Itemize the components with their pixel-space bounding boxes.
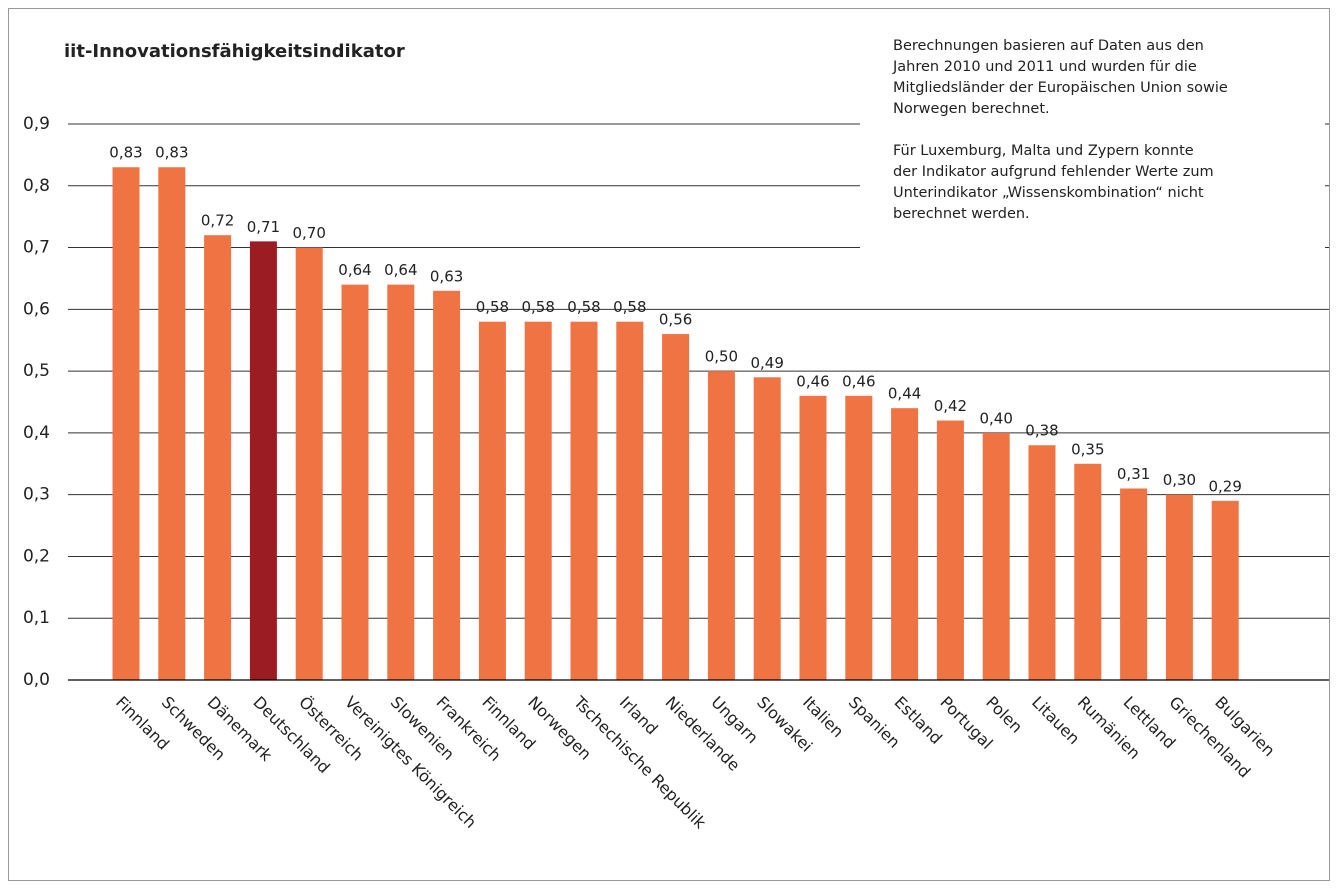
value-label: 0,35 bbox=[1071, 440, 1104, 458]
y-tick-label: 0,1 bbox=[23, 608, 50, 628]
bar bbox=[295, 247, 323, 681]
chart-title: iit-Innovationsfähigkeitsindikator bbox=[64, 41, 405, 62]
value-label: 0,63 bbox=[430, 267, 463, 285]
value-label: 0,30 bbox=[1163, 471, 1196, 489]
bar bbox=[1211, 500, 1239, 680]
value-label: 0,31 bbox=[1117, 465, 1150, 483]
y-tick-label: 0,0 bbox=[23, 670, 50, 690]
bar bbox=[158, 167, 186, 680]
note-text: berechnet werden. bbox=[893, 206, 1030, 222]
value-label: 0,71 bbox=[247, 218, 280, 236]
note-text: Mitgliedsländer der Europäischen Union s… bbox=[893, 80, 1228, 96]
bar bbox=[112, 167, 140, 680]
y-tick-label: 0,9 bbox=[23, 114, 50, 134]
bar bbox=[524, 321, 552, 680]
bar bbox=[204, 235, 232, 680]
bar bbox=[249, 241, 277, 680]
bar bbox=[707, 371, 735, 680]
value-label: 0,56 bbox=[659, 311, 692, 329]
note-text: Norwegen berechnet. bbox=[893, 101, 1050, 117]
y-tick-label: 0,6 bbox=[23, 299, 50, 319]
y-tick-label: 0,7 bbox=[23, 238, 50, 258]
bar bbox=[891, 408, 919, 680]
bar bbox=[799, 395, 827, 680]
bar bbox=[845, 395, 873, 680]
value-label: 0,64 bbox=[384, 261, 417, 279]
value-label: 0,40 bbox=[979, 409, 1012, 427]
x-tick-label: Polen bbox=[982, 693, 1026, 737]
value-label: 0,42 bbox=[934, 397, 967, 415]
bar bbox=[936, 420, 964, 680]
bar bbox=[341, 284, 369, 680]
y-tick-label: 0,2 bbox=[23, 546, 50, 566]
value-label: 0,64 bbox=[338, 261, 371, 279]
bar bbox=[1074, 463, 1102, 680]
note-text: Unterindikator „Wissenskombination“ nich… bbox=[893, 185, 1204, 201]
value-label: 0,58 bbox=[567, 298, 600, 316]
value-label: 0,58 bbox=[521, 298, 554, 316]
value-label: 0,50 bbox=[705, 348, 738, 366]
frame bbox=[8, 8, 1330, 881]
note-text: der Indikator aufgrund fehlender Werte z… bbox=[893, 164, 1214, 180]
note-background bbox=[860, 20, 1325, 270]
bar bbox=[433, 290, 461, 680]
value-label: 0,29 bbox=[1208, 477, 1241, 495]
value-label: 0,72 bbox=[201, 212, 234, 230]
bar bbox=[570, 321, 598, 680]
bar bbox=[387, 284, 415, 680]
bar bbox=[1165, 494, 1193, 680]
bar bbox=[1120, 488, 1148, 680]
y-tick-label: 0,4 bbox=[23, 423, 50, 443]
note-text: Jahren 2010 und 2011 und wurden für die bbox=[892, 59, 1197, 75]
value-label: 0,58 bbox=[613, 298, 646, 316]
bar bbox=[753, 377, 781, 680]
note-text: Für Luxemburg, Malta und Zypern konnte bbox=[893, 143, 1194, 159]
value-label: 0,46 bbox=[842, 372, 875, 390]
value-label: 0,83 bbox=[109, 144, 142, 162]
value-label: 0,46 bbox=[796, 372, 829, 390]
bar bbox=[616, 321, 644, 680]
bar bbox=[662, 334, 690, 680]
y-tick-label: 0,8 bbox=[23, 176, 50, 196]
bar bbox=[478, 321, 506, 680]
value-label: 0,44 bbox=[888, 385, 921, 403]
bar bbox=[1028, 445, 1056, 680]
y-tick-label: 0,3 bbox=[23, 485, 50, 505]
y-tick-label: 0,5 bbox=[23, 361, 50, 381]
note-text: Berechnungen basieren auf Daten aus den bbox=[893, 38, 1204, 54]
value-label: 0,83 bbox=[155, 144, 188, 162]
value-label: 0,58 bbox=[476, 298, 509, 316]
bar bbox=[982, 432, 1010, 680]
value-label: 0,49 bbox=[750, 354, 783, 372]
value-label: 0,70 bbox=[292, 224, 325, 242]
x-tick-label: Litauen bbox=[1028, 693, 1084, 749]
value-label: 0,38 bbox=[1025, 422, 1058, 440]
